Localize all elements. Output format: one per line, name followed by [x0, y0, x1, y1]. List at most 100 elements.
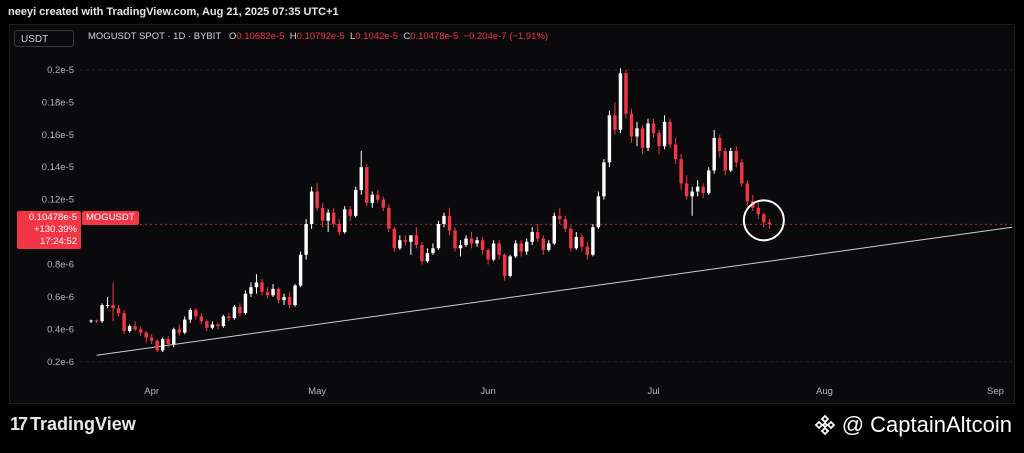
price-change-pct: +130.39%	[33, 224, 77, 235]
candle-body-12	[155, 340, 159, 351]
candle-body-5	[116, 308, 121, 314]
candle-body-107	[679, 159, 683, 184]
candle-body-117	[734, 151, 738, 163]
candle-body-63	[436, 223, 441, 249]
candle-body-106	[673, 144, 678, 160]
y-tick-label-7: 0.16e-5	[42, 130, 74, 141]
candle-countdown: 17:24:52	[40, 236, 77, 247]
candle-body-17	[183, 319, 187, 333]
candle-body-88	[574, 236, 579, 249]
y-tick-label-6: 0.14e-5	[42, 162, 74, 173]
candle-body-1	[94, 320, 99, 322]
currency-selector[interactable]: USDT	[14, 30, 74, 47]
y-tick-label-8: 0.18e-5	[42, 97, 74, 108]
y-tick-label-9: 0.2e-5	[47, 65, 74, 76]
candle-body-32	[265, 292, 270, 296]
candle-body-86	[563, 219, 568, 229]
attribution-text: neeyi created with TradingView.com, Aug …	[8, 6, 339, 18]
candle-body-31	[260, 282, 264, 293]
candle-body-19	[194, 309, 198, 317]
candle-body-59	[414, 235, 419, 246]
current-price: 0.10478e-5	[28, 212, 77, 223]
candle-body-105	[668, 121, 672, 145]
candle-body-60	[420, 245, 424, 262]
candle-body-109	[690, 191, 694, 197]
candle-body-24	[221, 316, 226, 327]
candle-body-41	[315, 191, 319, 208]
candle-body-54	[387, 207, 391, 229]
candle-body-65	[447, 215, 452, 231]
candle-body-119	[745, 183, 749, 202]
candle-body-51	[370, 194, 374, 203]
legend-change: −0.204e-7 (−1.91%)	[463, 31, 549, 42]
candle-body-55	[392, 228, 397, 249]
candle-body-96	[618, 73, 623, 130]
candle-body-108	[684, 183, 689, 197]
candle-body-33	[271, 288, 275, 296]
candle-body-116	[729, 151, 733, 171]
candle-body-114	[718, 138, 722, 152]
candle-body-113	[712, 138, 716, 171]
y-tick-label-1: 0.4e-6	[47, 324, 74, 335]
tradingview-brand: 17 TradingView	[10, 414, 136, 435]
candle-body-102	[651, 123, 656, 134]
x-tick-label-5: Sep	[987, 386, 1004, 397]
candle-body-66	[453, 230, 457, 249]
captainaltcoin-watermark: @ CaptainAltcoin	[814, 412, 1012, 438]
candle-body-90	[585, 246, 590, 255]
candle-body-91	[591, 227, 595, 255]
candle-body-52	[376, 194, 380, 200]
candle-body-72	[486, 249, 490, 260]
candle-body-112	[706, 170, 711, 194]
candle-body-21	[205, 321, 209, 328]
candle-body-75	[502, 254, 507, 276]
candle-body-29	[249, 287, 253, 294]
candle-body-98	[629, 113, 634, 137]
candle-body-70	[475, 240, 479, 244]
candle-body-93	[602, 162, 606, 197]
candle-body-78	[519, 243, 523, 252]
candle-body-62	[431, 248, 435, 254]
candle-body-84	[552, 215, 556, 244]
legend-close: 0.10478e-5	[410, 31, 459, 42]
candle-body-123	[767, 222, 772, 224]
candle-body-80	[530, 232, 534, 242]
candle-body-36	[287, 296, 292, 306]
ohlc-legend: MOGUSDT SPOT · 1D · BYBIT O0.10682e-5 H0…	[88, 31, 548, 42]
candle-body-57	[403, 240, 408, 242]
legend-close-label: C	[403, 31, 411, 42]
candle-body-6	[122, 313, 126, 331]
candle-body-11	[149, 337, 154, 341]
legend-high: 0.10792e-5	[296, 31, 345, 42]
candle-body-82	[541, 238, 545, 250]
candle-body-89	[580, 236, 584, 247]
candle-body-87	[569, 228, 573, 249]
x-tick-label-1: May	[308, 386, 326, 397]
candle-body-92	[596, 196, 601, 228]
x-tick-label-4: Aug	[816, 386, 833, 397]
candle-body-118	[740, 162, 744, 184]
candle-body-67	[458, 245, 463, 249]
candle-body-37	[293, 285, 297, 306]
candle-body-43	[326, 212, 330, 221]
candle-body-35	[282, 296, 286, 301]
candle-body-18	[188, 309, 193, 320]
x-tick-label-0: Apr	[144, 386, 159, 397]
legend-high-label: H	[289, 31, 297, 42]
candle-body-2	[100, 305, 104, 322]
x-tick-label-2: Jun	[480, 386, 495, 397]
candle-body-46	[343, 209, 347, 233]
candle-body-28	[243, 293, 248, 314]
candle-body-48	[354, 189, 358, 216]
candle-body-97	[624, 73, 628, 114]
y-tick-label-5: 0.12e-5	[42, 195, 74, 206]
candle-body-115	[723, 151, 727, 171]
candle-body-64	[442, 215, 446, 224]
candle-body-99	[635, 128, 639, 137]
candle-body-104	[662, 121, 667, 147]
candle-body-14	[166, 339, 170, 344]
candle-body-3	[105, 305, 110, 307]
candle-body-16	[177, 329, 181, 333]
candle-body-27	[238, 306, 242, 314]
